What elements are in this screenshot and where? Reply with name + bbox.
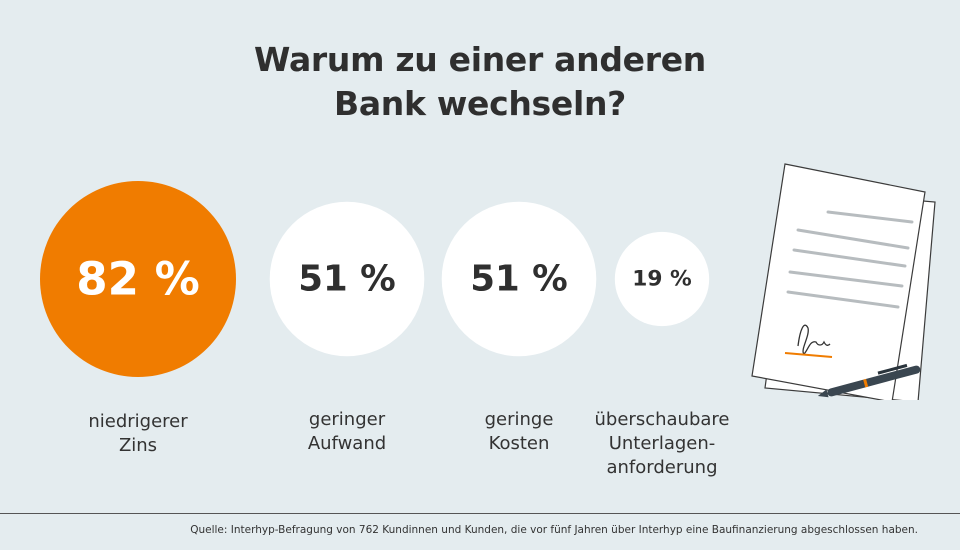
signature-mark [797,324,831,355]
chart-title-line-2: Bank wechseln? [333,84,627,123]
category-label-line: anforderung [606,457,718,478]
bubble-value-label: 51 % [470,259,567,300]
pen-icon [817,363,921,398]
category-label: überschaubare Unterlagen-anforderung [572,408,752,480]
document-with-signature-and-pen-icon [751,163,936,400]
source-note: Quelle: Interhyp-Befragung von 762 Kundi… [190,524,918,536]
bubble-value-label: 51 % [298,259,395,300]
bubble-circle [269,201,425,357]
bubble-0: 82 % [40,181,236,377]
bubble-2: 51 % [441,201,597,357]
category-label-line: geringer [308,409,386,430]
text-lines [786,210,914,309]
category-label: geringer Aufwand [257,408,437,456]
category-label: geringe Kosten [429,408,609,456]
category-label-line: Kosten [488,433,550,454]
category-label: niedrigerer Zins [48,410,228,458]
category-label-line: geringe [484,409,554,430]
footer-divider [0,513,960,514]
category-label-line: Aufwand [307,433,387,454]
bubble-1: 51 % [269,201,425,357]
bubble-value-label: 82 % [76,253,200,306]
bubble-circle [614,231,710,327]
category-label-line: Zins [118,435,158,456]
front-paper [751,163,926,400]
bubble-chart: 82 % 51 % 51 % 19 % [40,181,710,377]
chart-title: Warum zu einer anderen Bank wechseln? [0,38,960,126]
bubble-circle [441,201,597,357]
bubble-value-label: 19 % [632,267,692,292]
category-label-line: Unterlagen- [608,433,716,454]
chart-title-line-1: Warum zu einer anderen [254,40,706,79]
category-label-line: überschaubare [594,409,730,430]
category-label-line: niedrigerer [88,411,188,432]
signature-underline [784,352,833,358]
bubble-circle [40,181,236,377]
bubble-3: 19 % [614,231,710,327]
